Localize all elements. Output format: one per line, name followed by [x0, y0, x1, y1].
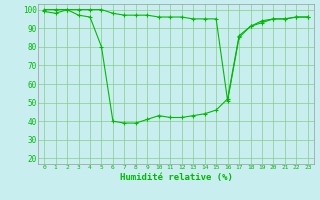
X-axis label: Humidité relative (%): Humidité relative (%) [120, 173, 232, 182]
